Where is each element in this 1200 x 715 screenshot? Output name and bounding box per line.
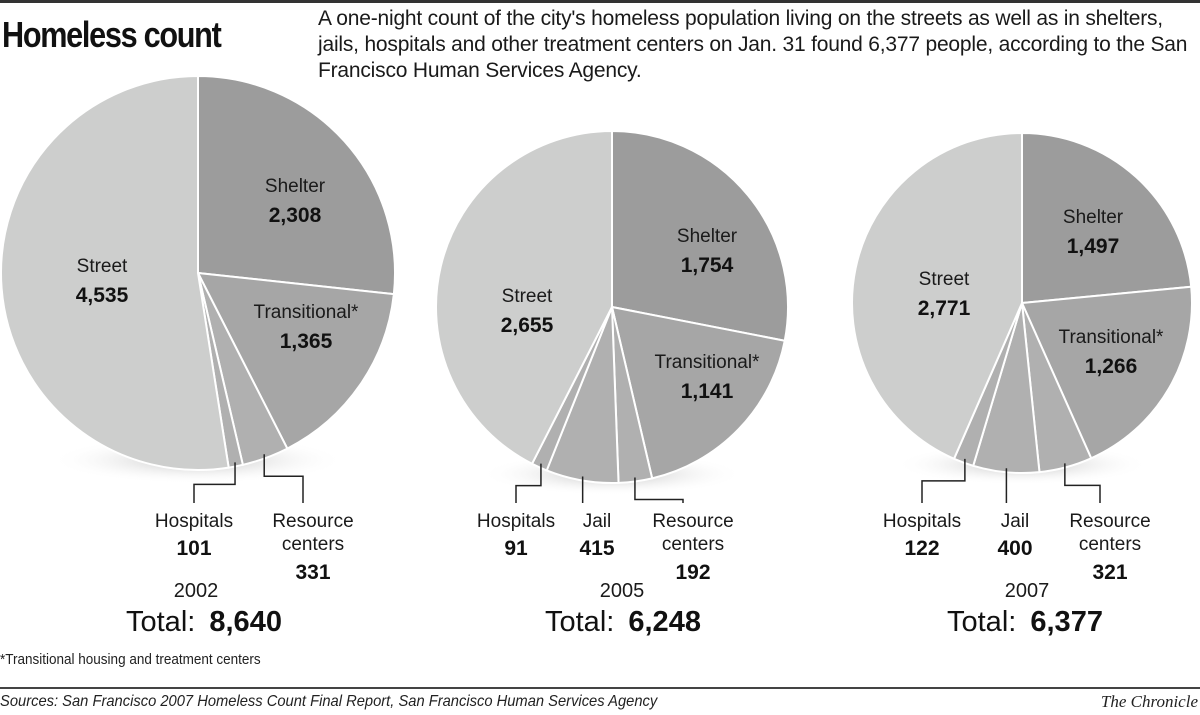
sources: Sources: San Francisco 2007 Homeless Cou… xyxy=(0,693,658,710)
bottom-rule xyxy=(0,687,1200,689)
pie-chart-2005: Shelter 1,754 Transitional* 1,141 Resourcece… xyxy=(435,129,789,638)
slice-label: Transitional* xyxy=(1059,327,1165,348)
chart-total: Total: 6,248 xyxy=(545,606,701,638)
pie-slice-transitional xyxy=(610,305,786,480)
leader-line xyxy=(515,463,542,503)
chart-total: Total: 6,377 xyxy=(947,606,1103,638)
slice-value: 1,497 xyxy=(1067,235,1120,258)
slice-label: Transitional* xyxy=(655,352,761,373)
slice-label: Street xyxy=(919,269,970,290)
slice-label: Shelter xyxy=(1063,207,1124,228)
slice-label: Street xyxy=(77,256,128,277)
chart-title: Homeless count xyxy=(2,14,222,55)
slice-value: 91 xyxy=(504,537,528,560)
total-value: 8,640 xyxy=(209,606,282,638)
chart-description: A one-night count of the city's homeless… xyxy=(318,7,1188,82)
slice-label-line2: centers xyxy=(662,534,724,555)
slice-value: 1,266 xyxy=(1085,355,1138,378)
slice-value: 321 xyxy=(1092,561,1127,584)
leader-line xyxy=(193,462,236,503)
slice-value: 1,754 xyxy=(681,254,734,277)
slice-value: 101 xyxy=(176,537,211,560)
pie-slice-street xyxy=(0,74,230,471)
leader-line xyxy=(1064,463,1101,503)
slice-value: 2,308 xyxy=(269,204,322,227)
top-rule xyxy=(0,0,1200,3)
pie-slice-transitional xyxy=(196,271,395,450)
pie-slice-shelter xyxy=(611,129,789,342)
total-value: 6,248 xyxy=(628,606,701,638)
slice-value: 415 xyxy=(579,537,614,560)
leader-line xyxy=(634,477,684,503)
slice-label: Jail xyxy=(583,511,612,532)
slice-label: Jail xyxy=(1001,511,1030,532)
slice-label: Hospitals xyxy=(883,511,961,532)
total-label: Total: xyxy=(545,606,622,638)
footnote: *Transitional housing and treatment cent… xyxy=(0,651,261,668)
slice-label: Transitional* xyxy=(254,302,360,323)
chart-total: Total: 8,640 xyxy=(126,606,282,638)
slice-label: Shelter xyxy=(677,226,738,247)
slice-label: Street xyxy=(502,286,553,307)
slice-label: Shelter xyxy=(265,176,326,197)
credit: The Chronicle xyxy=(1100,692,1198,711)
chart-year: 2002 xyxy=(174,580,219,602)
slice-value: 331 xyxy=(295,561,330,584)
slice-value: 192 xyxy=(675,561,710,584)
pie-chart-2002: Shelter 2,308 Transitional* 1,365 Resourcece… xyxy=(0,74,396,638)
slice-value: 4,535 xyxy=(76,284,129,307)
slice-label: Resource xyxy=(272,511,353,532)
pie-slice-shelter xyxy=(1021,131,1193,305)
leader-line xyxy=(921,458,966,503)
slice-value: 1,141 xyxy=(681,380,734,403)
pie-slice-street xyxy=(435,129,613,466)
slice-label: Resource xyxy=(652,511,733,532)
chart-year: 2005 xyxy=(600,580,645,602)
total-value: 6,377 xyxy=(1030,606,1103,638)
slice-label: Hospitals xyxy=(155,511,233,532)
slice-value: 1,365 xyxy=(280,330,333,353)
slice-label: Resource xyxy=(1069,511,1150,532)
slice-label-line2: centers xyxy=(1079,534,1141,555)
slice-value: 2,655 xyxy=(501,314,554,337)
pie-slice-street xyxy=(851,131,1023,461)
pie-chart-2007: Shelter 1,497 Transitional* 1,266 Resourcece… xyxy=(851,131,1193,638)
pie-slice-shelter xyxy=(197,74,396,296)
slice-value: 400 xyxy=(997,537,1032,560)
pie-slice-transitional xyxy=(1020,285,1193,460)
chart-year: 2007 xyxy=(1005,580,1050,602)
total-label: Total: xyxy=(126,606,203,638)
slice-label-line2: centers xyxy=(282,534,344,555)
slice-value: 2,771 xyxy=(918,297,971,320)
slice-label: Hospitals xyxy=(477,511,555,532)
slice-value: 122 xyxy=(904,537,939,560)
total-label: Total: xyxy=(947,606,1024,638)
leader-line xyxy=(263,454,304,503)
